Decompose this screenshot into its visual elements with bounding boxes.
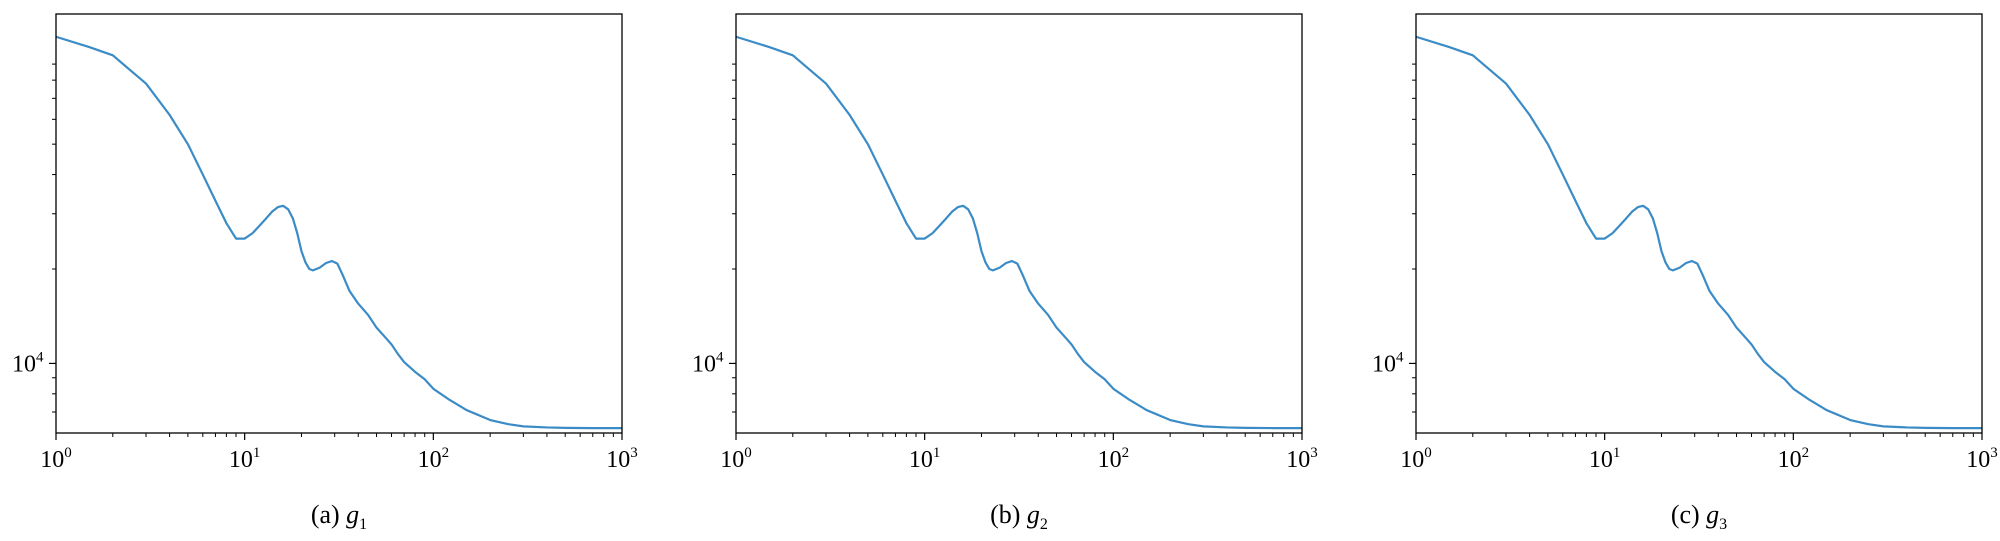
axes-frame <box>1415 13 1983 434</box>
x-tick-label: 101 <box>1589 445 1621 473</box>
series-line <box>735 35 1302 430</box>
x-tick-label: 102 <box>418 445 450 473</box>
series-line <box>55 35 622 430</box>
x-tick-label: 103 <box>606 445 638 473</box>
chart-panel-1: 100 101 102 103 104 (a) g1 <box>12 13 638 533</box>
axes-frame <box>735 13 1303 434</box>
subfigure-caption: (c) g3 <box>1671 500 1727 533</box>
chart-panel-2: 100 101 102 103 104 (b) g2 <box>692 13 1318 533</box>
series-line <box>1415 35 1982 430</box>
x-tick-label: 103 <box>1966 445 1998 473</box>
x-tick-label: 100 <box>40 445 72 473</box>
x-tick-label: 102 <box>1098 445 1130 473</box>
subfigure-caption: (a) g1 <box>311 500 367 533</box>
x-tick-label: 102 <box>1778 445 1810 473</box>
axes-frame <box>55 13 623 434</box>
y-tick-label: 104 <box>692 349 724 377</box>
y-tick-label: 104 <box>1372 349 1404 377</box>
subfigure-caption: (b) g2 <box>990 500 1048 533</box>
chart-panel-3: 100 101 102 103 104 (c) g3 <box>1372 13 1998 533</box>
y-tick-label: 104 <box>12 349 44 377</box>
x-tick-label: 101 <box>909 445 941 473</box>
x-tick-label: 100 <box>720 445 752 473</box>
x-tick-label: 103 <box>1286 445 1318 473</box>
x-tick-label: 101 <box>229 445 261 473</box>
x-tick-label: 100 <box>1400 445 1432 473</box>
